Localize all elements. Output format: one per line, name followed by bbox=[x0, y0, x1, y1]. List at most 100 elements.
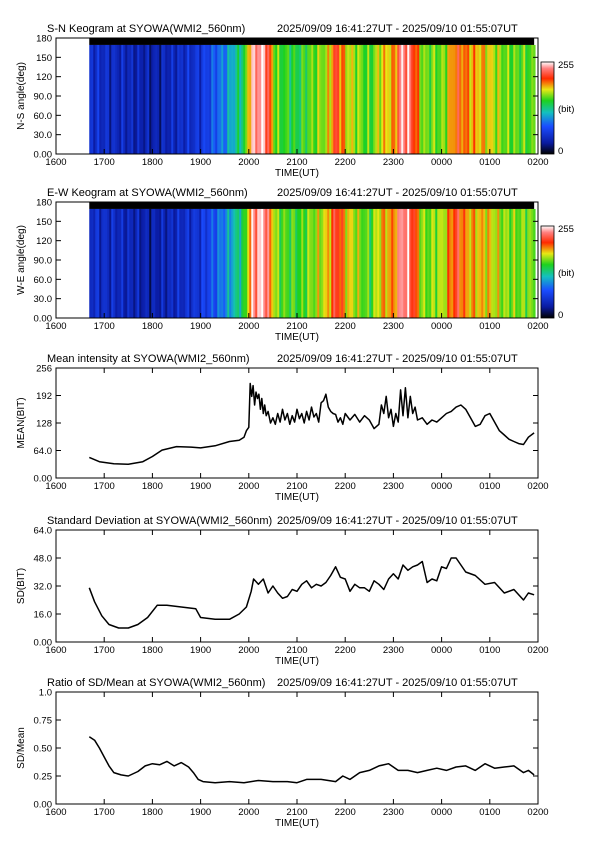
keogram-column bbox=[465, 44, 468, 154]
keogram-column bbox=[325, 44, 328, 154]
keogram-column bbox=[309, 44, 312, 154]
keogram-column bbox=[251, 208, 254, 318]
keogram-column bbox=[459, 208, 462, 318]
x-tick-label: 0200 bbox=[527, 645, 548, 656]
keogram-column bbox=[473, 44, 476, 154]
keogram-column bbox=[263, 44, 266, 154]
keogram-column bbox=[133, 44, 136, 154]
keogram-column bbox=[465, 208, 468, 318]
keogram-column bbox=[251, 44, 254, 154]
keogram-column bbox=[449, 208, 452, 318]
keogram-column bbox=[381, 44, 384, 154]
keogram-column bbox=[113, 44, 116, 154]
keogram-column bbox=[329, 208, 332, 318]
keogram-column bbox=[357, 44, 360, 154]
keogram-column bbox=[277, 44, 280, 154]
keogram-column bbox=[133, 208, 136, 318]
keogram-column bbox=[363, 44, 366, 154]
x-tick-label: 2300 bbox=[383, 481, 404, 492]
keogram-column bbox=[323, 44, 326, 154]
keogram-column bbox=[225, 44, 228, 154]
keogram-column bbox=[173, 44, 176, 154]
keogram-column bbox=[397, 208, 400, 318]
colorbar-unit-label: (bit) bbox=[558, 268, 574, 279]
keogram-column bbox=[89, 208, 92, 318]
keogram-column bbox=[315, 208, 318, 318]
keogram-column bbox=[409, 208, 412, 318]
y-tick-label: 180 bbox=[36, 34, 52, 45]
panel-time-range: 2025/09/09 16:41:27UT - 2025/09/10 01:55… bbox=[277, 515, 518, 527]
keogram-column bbox=[201, 208, 204, 318]
keogram-column bbox=[343, 208, 346, 318]
panel-time-range: 2025/09/09 16:41:27UT - 2025/09/10 01:55… bbox=[277, 353, 518, 365]
keogram-column bbox=[125, 44, 128, 154]
y-tick-label: 0.00 bbox=[34, 638, 53, 649]
keogram-column bbox=[385, 44, 388, 154]
panel-title: Mean intensity at SYOWA(WMI2_560nm) bbox=[47, 353, 250, 365]
keogram-column bbox=[337, 208, 340, 318]
x-tick-label: 2000 bbox=[238, 481, 259, 492]
keogram-column bbox=[247, 208, 250, 318]
keogram-column bbox=[151, 44, 154, 154]
keogram-column bbox=[513, 208, 516, 318]
keogram-column bbox=[209, 44, 212, 154]
keogram-column bbox=[93, 208, 96, 318]
keogram-column bbox=[461, 44, 464, 154]
keogram-column bbox=[131, 208, 134, 318]
x-tick-label: 1900 bbox=[190, 807, 211, 818]
keogram-column bbox=[115, 44, 118, 154]
x-tick-label: 1800 bbox=[142, 645, 163, 656]
keogram-column bbox=[301, 44, 304, 154]
keogram-column bbox=[437, 208, 440, 318]
keogram-column bbox=[143, 44, 146, 154]
keogram-column bbox=[475, 208, 478, 318]
keogram-column bbox=[305, 208, 308, 318]
keogram-column bbox=[455, 208, 458, 318]
x-tick-label: 0200 bbox=[527, 157, 548, 168]
x-tick-label: 1900 bbox=[190, 321, 211, 332]
keogram-column bbox=[227, 44, 230, 154]
keogram-column bbox=[303, 44, 306, 154]
keogram-column bbox=[447, 44, 450, 154]
keogram-column bbox=[419, 44, 422, 154]
keogram-column bbox=[155, 44, 158, 154]
x-tick-label: 2100 bbox=[286, 645, 307, 656]
keogram-column bbox=[243, 44, 246, 154]
keogram-column bbox=[335, 44, 338, 154]
y-axis-label: SD(BIT) bbox=[16, 568, 27, 604]
keogram-column bbox=[163, 44, 166, 154]
keogram-column bbox=[527, 44, 530, 154]
plot-frame bbox=[55, 691, 539, 805]
keogram-column bbox=[99, 44, 102, 154]
keogram-column bbox=[301, 208, 304, 318]
y-tick-label: 0.00 bbox=[34, 474, 53, 485]
panel-title: S-N Keogram at SYOWA(WMI2_560nm) bbox=[47, 23, 245, 35]
keogram-column bbox=[375, 44, 378, 154]
panel-title: Ratio of SD/Mean at SYOWA(WMI2_560nm) bbox=[47, 677, 265, 689]
y-axis-label: N-S angle(deg) bbox=[16, 62, 27, 130]
keogram-column bbox=[243, 208, 246, 318]
y-tick-label: 90.0 bbox=[34, 256, 53, 267]
keogram-column bbox=[321, 44, 324, 154]
keogram-column bbox=[393, 44, 396, 154]
keogram-column bbox=[467, 208, 470, 318]
keogram-column bbox=[511, 44, 514, 154]
x-axis-label: TIME(UT) bbox=[275, 332, 319, 343]
keogram-column bbox=[459, 44, 462, 154]
keogram-column bbox=[387, 44, 390, 154]
keogram-column bbox=[359, 44, 362, 154]
keogram-column bbox=[233, 44, 236, 154]
keogram-column bbox=[115, 208, 118, 318]
keogram-column bbox=[359, 208, 362, 318]
keogram-column bbox=[279, 208, 282, 318]
keogram-column bbox=[455, 44, 458, 154]
keogram-column bbox=[327, 44, 330, 154]
x-tick-label: 1600 bbox=[45, 645, 66, 656]
keogram-column bbox=[403, 208, 406, 318]
keogram-column bbox=[127, 208, 130, 318]
keogram-column bbox=[291, 208, 294, 318]
keogram-column bbox=[479, 44, 482, 154]
keogram-column bbox=[451, 208, 454, 318]
keogram-column bbox=[383, 44, 386, 154]
keogram-column bbox=[217, 208, 220, 318]
